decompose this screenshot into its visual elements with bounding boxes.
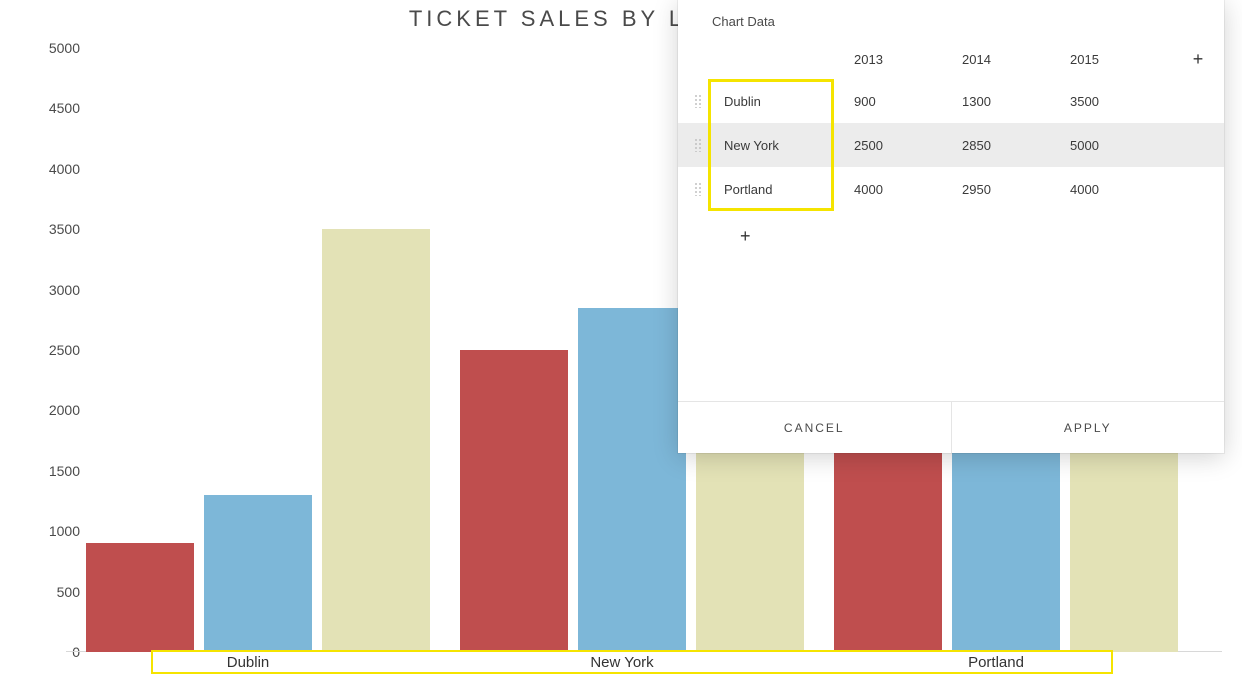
chart-bar: [578, 308, 686, 652]
chart-xaxis: Dublin New York Portland: [66, 652, 1222, 678]
chart-data-panel: Chart Data 2013 2014 2015 + Dublin 900 1…: [678, 0, 1224, 453]
apply-button[interactable]: APPLY: [951, 402, 1225, 453]
cell-value[interactable]: 5000: [1064, 138, 1172, 153]
add-row-button[interactable]: +: [740, 226, 751, 247]
xaxis-label: Dublin: [227, 654, 270, 671]
panel-title: Chart Data: [678, 0, 1224, 39]
chart-bar: [204, 495, 312, 652]
cell-value[interactable]: 2500: [848, 138, 956, 153]
chart-bar: [86, 543, 194, 652]
xaxis-label: Portland: [968, 654, 1024, 671]
drag-handle-icon[interactable]: [678, 182, 718, 196]
chart-bar: [322, 229, 430, 652]
row-label[interactable]: Dublin: [718, 94, 848, 109]
panel-spacer: [678, 261, 1224, 401]
drag-handle-icon[interactable]: [678, 94, 718, 108]
grid-data-row: Dublin 900 1300 3500: [678, 79, 1224, 123]
panel-actions: CANCEL APPLY: [678, 401, 1224, 453]
cell-value[interactable]: 2950: [956, 182, 1064, 197]
cell-value[interactable]: 2850: [956, 138, 1064, 153]
column-header[interactable]: 2014: [956, 52, 1064, 67]
column-header[interactable]: 2013: [848, 52, 956, 67]
cell-value[interactable]: 4000: [848, 182, 956, 197]
cell-value[interactable]: 900: [848, 94, 956, 109]
drag-handle-icon[interactable]: [678, 138, 718, 152]
cancel-button[interactable]: CANCEL: [678, 402, 951, 453]
chart-bar: [460, 350, 568, 652]
cell-value[interactable]: 1300: [956, 94, 1064, 109]
xaxis-label: New York: [590, 654, 653, 671]
row-label[interactable]: New York: [718, 138, 848, 153]
grid-data-row: Portland 4000 2950 4000: [678, 167, 1224, 211]
row-label[interactable]: Portland: [718, 182, 848, 197]
grid-data-row: New York 2500 2850 5000: [678, 123, 1224, 167]
cell-value[interactable]: 4000: [1064, 182, 1172, 197]
data-grid: 2013 2014 2015 + Dublin 900 1300 3500 Ne…: [678, 39, 1224, 211]
grid-header-row: 2013 2014 2015 +: [678, 39, 1224, 79]
add-column-button[interactable]: +: [1172, 49, 1224, 70]
cell-value[interactable]: 3500: [1064, 94, 1172, 109]
add-row: +: [678, 211, 1224, 261]
column-header[interactable]: 2015: [1064, 52, 1172, 67]
